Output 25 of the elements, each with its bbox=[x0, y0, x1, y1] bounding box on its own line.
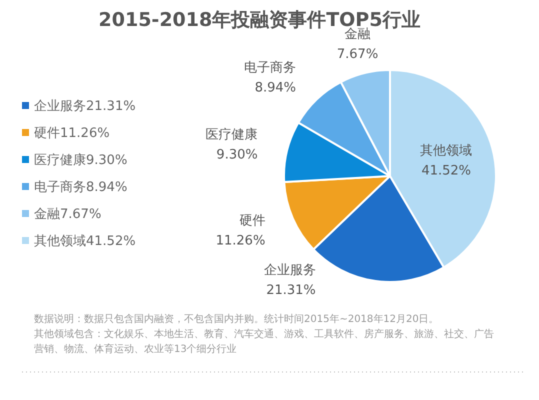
data-label: 7.67% bbox=[336, 46, 378, 62]
legend-label: 其他领域 bbox=[34, 234, 86, 249]
slice-label: 企业服务 bbox=[264, 262, 316, 278]
legend-label: 金融 bbox=[34, 207, 60, 222]
text: 11.26% bbox=[60, 126, 110, 141]
text: 41.52% bbox=[86, 234, 136, 249]
data-label: 41.52% bbox=[421, 164, 472, 179]
data-label: 8.94% bbox=[254, 80, 296, 96]
legend-label: 硬件 bbox=[34, 126, 60, 141]
data-label: 9.30% bbox=[216, 147, 258, 162]
slice-label: 医疗健康 bbox=[206, 127, 258, 142]
legend-label: 医疗健康 bbox=[34, 153, 86, 168]
slice-label: 硬件 bbox=[239, 213, 266, 228]
data-label: 11.26% bbox=[216, 233, 266, 248]
legend-label: 电子商务 bbox=[34, 180, 86, 195]
legend-label: 企业服务 bbox=[34, 99, 86, 114]
text: 21.31% bbox=[86, 99, 136, 114]
text: 其他领域包含：文化娱乐、本地生活、教育、汽车交通、游戏、工具软件、房产服务、旅游、社交、广告营销、物流、体育运动、农业等13个细分行业 bbox=[34, 328, 494, 355]
text: 8.94% bbox=[86, 180, 128, 195]
slice-label: 电子商务 bbox=[244, 60, 296, 76]
data-label: 21.31% bbox=[266, 282, 316, 298]
text: 9.30% bbox=[86, 153, 128, 168]
text: 数据说明：数据只包含国内融资，不包含国内并购。统计时间2015年~2018年12月20日。 bbox=[34, 313, 439, 325]
slice-label: 其他领域 bbox=[420, 144, 472, 159]
text: 7.67% bbox=[60, 207, 102, 222]
